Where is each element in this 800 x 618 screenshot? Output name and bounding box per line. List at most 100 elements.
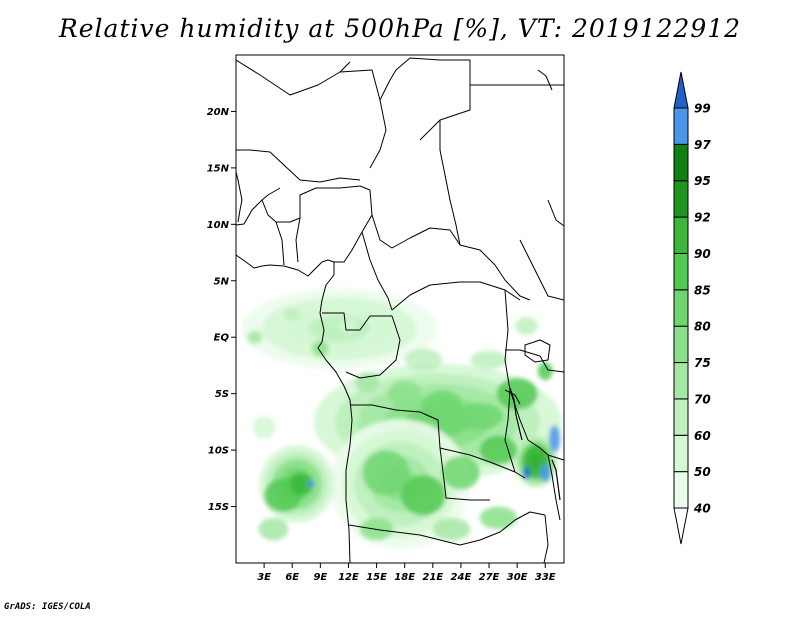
x-tick-label: 9E: [313, 572, 327, 583]
colorbar-label: 99: [694, 102, 711, 116]
y-tick-label: 10S: [208, 446, 229, 457]
y-tick-label: EQ: [214, 333, 230, 344]
border-drc-zambia: [439, 447, 526, 479]
colorbar-segment: [673, 289, 689, 327]
country-borders: [236, 57, 564, 563]
colorbar-label: 40: [693, 502, 711, 516]
humidity-cell: [258, 517, 289, 541]
humidity-cell: [252, 416, 276, 439]
humidity-cell: [442, 455, 480, 490]
lake-tanganyika: [509, 387, 523, 441]
coastline-senegal: [236, 171, 243, 223]
border-ethiopia: [519, 239, 564, 301]
border-chad-car: [371, 214, 461, 249]
humidity-cell: [307, 479, 315, 489]
coastline-west-africa: [236, 254, 353, 563]
border-angola-namibia: [348, 524, 461, 546]
humidity-cell: [539, 463, 551, 482]
colorbar-segment: [673, 252, 689, 291]
map-frame: [235, 54, 565, 564]
humidity-cell: [337, 402, 360, 430]
colorbar-segment: [673, 216, 689, 254]
humidity-cell: [400, 474, 446, 516]
border-malawi: [547, 454, 561, 521]
humidity-cell: [283, 308, 301, 321]
border-drc-east: [504, 289, 516, 473]
red-sea-coast: [537, 69, 553, 91]
border-mozambique: [543, 514, 549, 563]
border-algeria-niger: [339, 69, 387, 169]
colorbar-segment: [673, 398, 689, 436]
y-tick-label: 15N: [207, 163, 230, 174]
colorbar-label: 75: [694, 356, 711, 370]
colorbar-segment: [673, 434, 689, 473]
border-ghana: [275, 221, 285, 266]
x-tick-label: 18E: [394, 572, 415, 583]
border-chad-sudan: [439, 120, 461, 246]
humidity-cell: [479, 435, 518, 465]
y-tick-label: 10N: [207, 220, 230, 231]
colorbar-segment: [673, 143, 689, 182]
humidity-cell: [496, 377, 538, 410]
colorbar-label: 92: [694, 211, 711, 225]
x-tick-label: 33E: [535, 572, 556, 583]
colorbar-label: 50: [694, 465, 711, 479]
x-tick-label: 12E: [338, 572, 359, 583]
x-tick-label: 6E: [285, 572, 299, 583]
y-tick-label: 5S: [215, 389, 229, 400]
border-sudan-ss: [459, 244, 531, 301]
x-tick-label: 27E: [479, 572, 500, 583]
colorbar-label: 80: [694, 320, 711, 334]
x-axis: 3E 6E 9E 12E 15E 18E 21E 24E 27E 30E 33E: [257, 563, 556, 583]
humidity-cell: [404, 348, 443, 372]
humidity-cell: [290, 472, 313, 496]
humidity-cell: [311, 340, 329, 357]
border-zambia-south: [459, 511, 546, 546]
x-tick-label: 30E: [507, 572, 528, 583]
humidity-cell: [470, 350, 508, 369]
colorbar-label: 85: [694, 283, 711, 297]
humidity-cell: [549, 425, 561, 453]
colorbar-label: 60: [694, 429, 711, 443]
x-tick-label: 21E: [422, 572, 443, 583]
border-gabon-congo: [322, 312, 392, 331]
border-tanzania: [509, 389, 564, 461]
humidity-cell: [362, 450, 410, 496]
humidity-cell: [522, 465, 531, 480]
colorbar-segment: [673, 180, 689, 218]
chart-title: Relative humidity at 500hPa [%], VT: 201…: [58, 14, 742, 43]
border-benin-togo: [295, 217, 301, 263]
y-axis: 20N 15N 10N 5N EQ 5S 10S 15S: [207, 107, 236, 513]
humidity-cell: [515, 316, 538, 335]
x-tick-label: 15E: [366, 572, 387, 583]
colorbar-segment: [673, 325, 689, 364]
colorbar-segment: [673, 107, 689, 145]
y-tick-label: 15S: [208, 502, 229, 513]
colorbar-label: 70: [694, 392, 711, 406]
border-cameroon: [361, 231, 393, 311]
humidity-cell: [355, 372, 380, 393]
colorbar-segment: [673, 362, 689, 400]
humidity-cell: [479, 506, 518, 530]
border-mali-niger: [236, 149, 361, 183]
humidity-cell: [432, 517, 471, 541]
border-nigeria-north: [299, 185, 371, 218]
lake-malawi: [551, 459, 561, 501]
border-angola-drc: [350, 404, 441, 449]
border-angola-zambia: [439, 447, 490, 501]
humidity-field: [241, 288, 562, 549]
colorbar-label: 97: [694, 138, 711, 152]
grads-credit: GrADS: IGES/COLA: [4, 602, 91, 612]
x-tick-label: 24E: [451, 572, 472, 583]
colorbar-label: 95: [694, 174, 711, 188]
humidity-cell: [387, 380, 422, 408]
colorbar-top-triangle: [673, 71, 689, 109]
humidity-cell: [456, 402, 504, 430]
humidity-cell: [247, 330, 263, 344]
border-congo-drc: [345, 315, 401, 379]
humidity-cell: [537, 362, 553, 381]
border-nigeria-east: [334, 189, 373, 263]
colorbar: 40 50 60 70 75 80 85 90 92 95 97 99: [673, 71, 711, 545]
border-uganda-kenya: [505, 349, 564, 373]
